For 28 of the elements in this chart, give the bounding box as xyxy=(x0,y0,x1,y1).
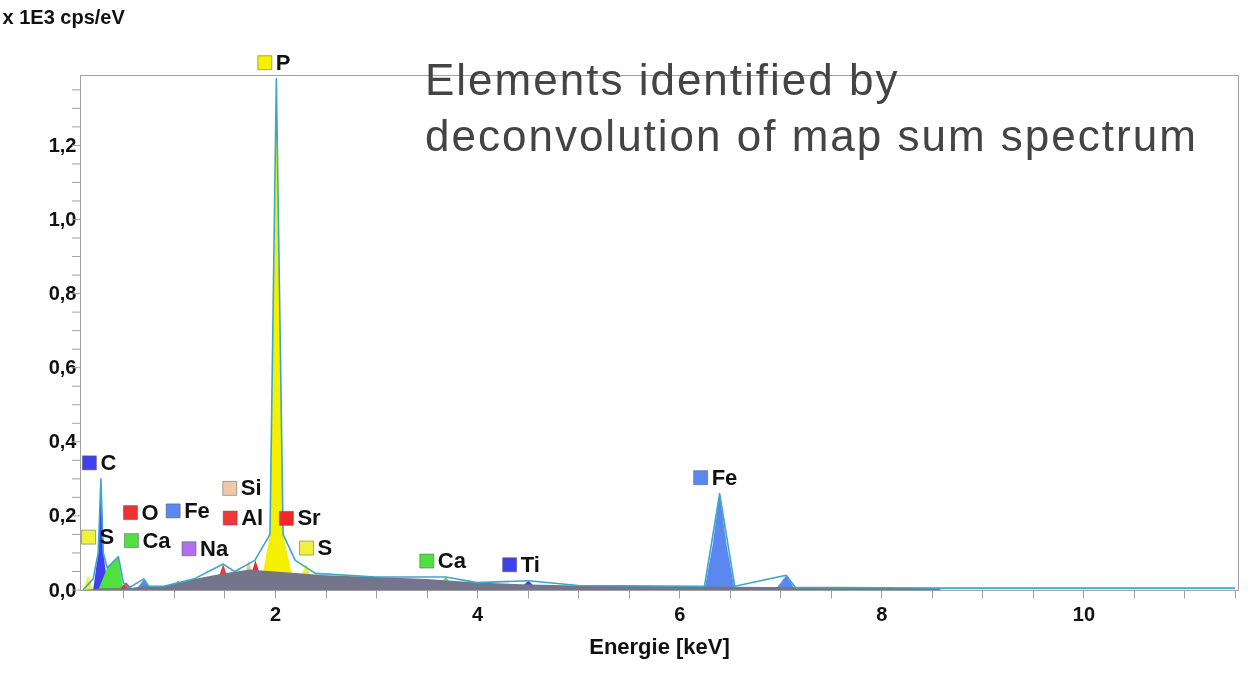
y-tick-label: 0,4 xyxy=(48,430,78,453)
legend-label: Na xyxy=(200,535,229,561)
y-tick-label: 0,2 xyxy=(48,504,77,527)
x-tick-label: 10 xyxy=(1072,602,1096,625)
y-tick-label: 0,0 xyxy=(48,578,77,601)
y-tick-label: 1,0 xyxy=(48,208,77,230)
legend-label: Ca xyxy=(437,548,467,574)
y-axis-title: x 1E3 cps/eV xyxy=(2,5,126,28)
y-tick-label: 0,6 xyxy=(48,356,77,379)
legend-label: Si xyxy=(240,475,262,501)
legend-label: Ti xyxy=(520,551,540,577)
x-tick-label: 4 xyxy=(472,602,485,625)
legend-label: Ca xyxy=(142,527,172,553)
legend-label: O xyxy=(141,499,159,525)
legend-label: Sr xyxy=(297,505,322,531)
y-tick-label: 1,2 xyxy=(48,133,77,156)
x-axis-title: Energie [keV] xyxy=(589,633,730,659)
legend-label: Al xyxy=(241,505,264,531)
x-tick-label: 6 xyxy=(674,602,686,625)
annotation: Elements identified by deconvolution of map sum spectrum xyxy=(425,54,1199,162)
legend-label: S xyxy=(317,535,333,561)
legend-label: C xyxy=(100,449,117,475)
y-tick-label: 0,8 xyxy=(48,282,77,305)
x-tick-label: 8 xyxy=(876,602,888,625)
legend-label: P xyxy=(275,49,291,75)
x-tick-label: 2 xyxy=(269,602,282,625)
legend-label: Fe xyxy=(184,497,210,523)
legend-label: Fe xyxy=(711,464,738,490)
